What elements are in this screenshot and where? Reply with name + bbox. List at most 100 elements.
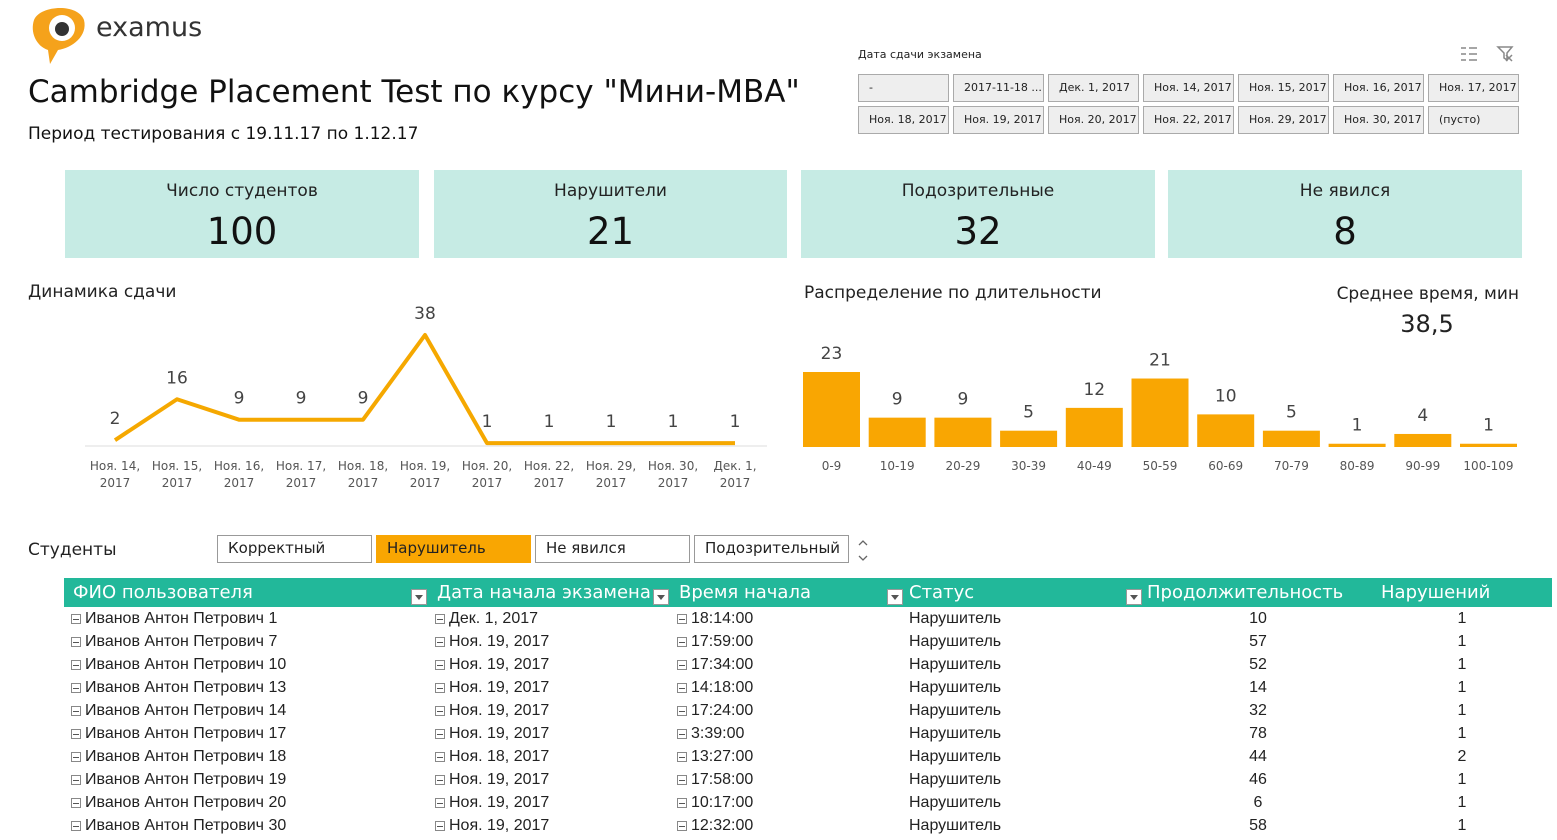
table-cell: Нарушитель — [909, 679, 1002, 696]
table-cell: 10 — [1249, 610, 1267, 627]
slicer-button[interactable]: Ноя. 22, 2017 — [1143, 106, 1234, 134]
line — [113, 333, 735, 446]
table-cell: 58 — [1249, 817, 1267, 834]
logo-icon — [32, 7, 85, 64]
expand-icon[interactable] — [677, 637, 687, 647]
slicer-button[interactable]: Ноя. 19, 2017 — [953, 106, 1044, 134]
status-button[interactable]: Не явился — [535, 535, 690, 563]
expand-icon[interactable] — [435, 706, 445, 716]
slicer-button[interactable]: Ноя. 17, 2017 — [1428, 74, 1519, 102]
status-button[interactable]: Подозрительный — [694, 535, 849, 563]
expand-icon[interactable] — [677, 752, 687, 762]
filter-button[interactable] — [411, 589, 427, 605]
expand-icon[interactable] — [71, 798, 81, 808]
table-cell: Иванов Антон Петрович 10 — [85, 656, 287, 673]
table-cell: 1 — [1457, 633, 1467, 650]
table-cell: Нарушитель — [909, 725, 1002, 742]
expand-icon[interactable] — [71, 752, 81, 762]
data-label: 1 — [730, 412, 741, 432]
column-header: Нарушений — [1381, 582, 1491, 603]
slicer-button[interactable]: Ноя. 18, 2017 — [858, 106, 949, 134]
expand-icon[interactable] — [677, 821, 687, 831]
expand-icon[interactable] — [677, 683, 687, 693]
expand-icon[interactable] — [435, 729, 445, 739]
table-cell: Нарушитель — [909, 633, 1002, 650]
data-label: 1 — [606, 412, 617, 432]
slicer-button[interactable]: 2017-11-18 ... — [953, 74, 1044, 102]
expand-icon[interactable] — [677, 775, 687, 785]
expand-icon[interactable] — [71, 775, 81, 785]
column-header: Статус — [909, 582, 975, 603]
table-cell: 52 — [1249, 656, 1267, 673]
expand-icon[interactable] — [435, 752, 445, 762]
expand-icon[interactable] — [71, 706, 81, 716]
bar — [934, 417, 992, 447]
bar — [1394, 433, 1452, 447]
expand-icon[interactable] — [71, 614, 81, 624]
column-header: Продолжительность — [1147, 582, 1344, 603]
data-label: 5 — [1286, 403, 1297, 423]
students-title: Студенты — [28, 540, 117, 560]
expand-icon[interactable] — [71, 821, 81, 831]
slicer-button[interactable]: (пусто) — [1428, 106, 1519, 134]
kpi-value: 32 — [954, 210, 1002, 253]
status-button[interactable]: Корректный — [217, 535, 372, 563]
table-cell: 6 — [1253, 794, 1263, 811]
slicer-button[interactable]: Ноя. 30, 2017 — [1333, 106, 1424, 134]
table-cell: 14:18:00 — [691, 679, 754, 696]
expand-icon[interactable] — [435, 775, 445, 785]
data-label: 1 — [668, 412, 679, 432]
expand-icon[interactable] — [435, 637, 445, 647]
expand-icon[interactable] — [435, 614, 445, 624]
expand-icon[interactable] — [435, 683, 445, 693]
expand-icon[interactable] — [435, 798, 445, 808]
x-tick-label: Ноя. 16, 2017 — [213, 459, 265, 490]
kpi-card — [1168, 170, 1522, 258]
slicer-button[interactable]: - — [858, 74, 949, 102]
slicer-button[interactable]: Ноя. 29, 2017 — [1238, 106, 1329, 134]
filter-button[interactable] — [653, 589, 669, 605]
table-cell: 17:24:00 — [691, 702, 754, 719]
expand-icon[interactable] — [677, 614, 687, 624]
table-cell: Иванов Антон Петрович 19 — [85, 771, 287, 788]
data-label: 38 — [414, 304, 436, 324]
slicer-button[interactable]: Ноя. 14, 2017 — [1143, 74, 1234, 102]
table-cell: Ноя. 19, 2017 — [449, 702, 550, 719]
data-label: 9 — [892, 390, 903, 410]
slicer-button[interactable]: Ноя. 16, 2017 — [1333, 74, 1424, 102]
expand-icon[interactable] — [677, 729, 687, 739]
table-cell: 46 — [1249, 771, 1267, 788]
data-label: 9 — [957, 390, 968, 410]
filter-button[interactable] — [887, 589, 903, 605]
table-cell: Иванов Антон Петрович 13 — [85, 679, 287, 696]
expand-icon[interactable] — [71, 637, 81, 647]
slicer-button[interactable]: Ноя. 20, 2017 — [1048, 106, 1139, 134]
table-cell: 1 — [1457, 679, 1467, 696]
expand-icon[interactable] — [435, 660, 445, 670]
x-tick-label: Ноя. 14, 2017 — [89, 459, 141, 490]
expand-icon[interactable] — [435, 821, 445, 831]
bar — [1000, 430, 1058, 447]
status-button[interactable]: Нарушитель — [376, 535, 531, 563]
x-tick-label: Ноя. 18, 2017 — [337, 459, 389, 490]
scroll-arrows[interactable] — [858, 540, 868, 561]
filter-button[interactable] — [1126, 589, 1142, 605]
kpi-card — [65, 170, 419, 258]
expand-icon[interactable] — [677, 706, 687, 716]
slicer-button[interactable]: Дек. 1, 2017 — [1048, 74, 1139, 102]
expand-icon[interactable] — [71, 660, 81, 670]
slicer-title: Дата сдачи экзамена — [858, 48, 982, 61]
table-cell: 17:59:00 — [691, 633, 754, 650]
expand-icon[interactable] — [71, 729, 81, 739]
expand-icon[interactable] — [71, 683, 81, 693]
expand-icon[interactable] — [677, 660, 687, 670]
x-tick-label: 10-19 — [880, 459, 915, 473]
table-cell: Нарушитель — [909, 771, 1002, 788]
table-cell: 12:32:00 — [691, 817, 754, 834]
expand-icon[interactable] — [677, 798, 687, 808]
slicer-button[interactable]: Ноя. 15, 2017 — [1238, 74, 1329, 102]
data-label: 21 — [1149, 351, 1171, 371]
data-label: 5 — [1023, 403, 1034, 423]
kpi-card — [434, 170, 787, 258]
